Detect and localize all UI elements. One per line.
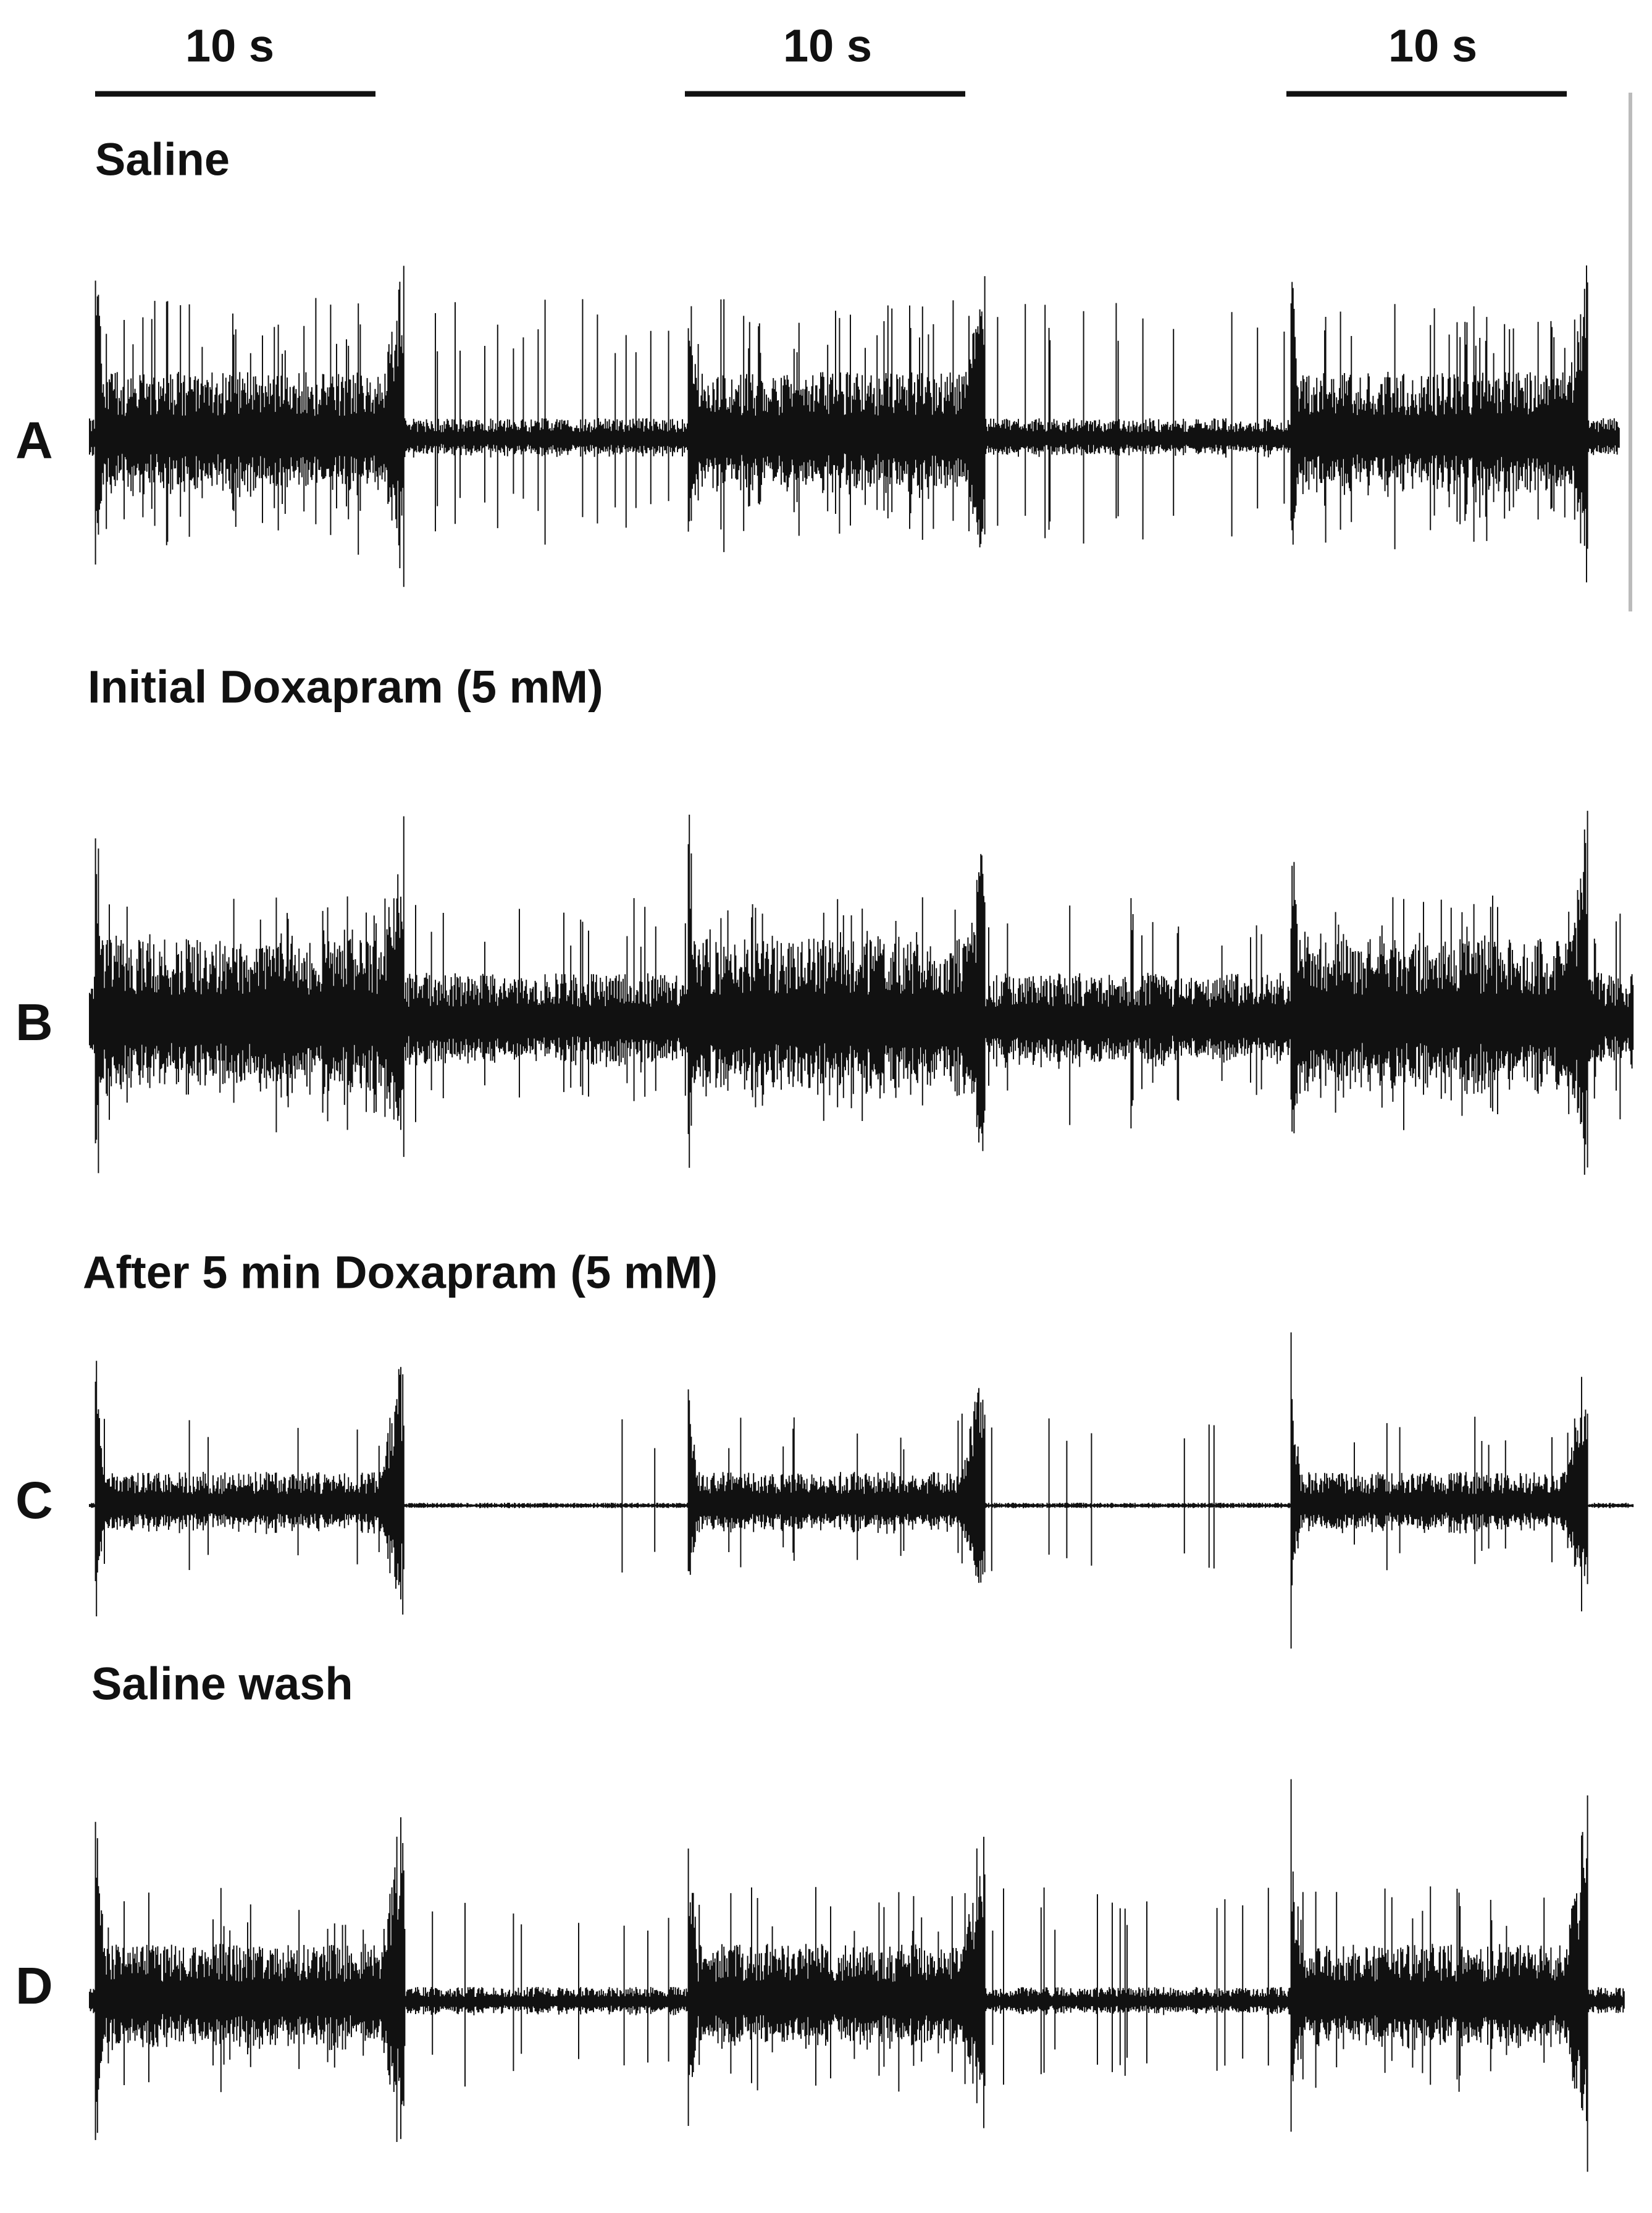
panel-label: C: [15, 1471, 53, 1529]
panel-title: Saline: [95, 134, 230, 185]
panel-title: Saline wash: [91, 1658, 353, 1710]
trace: [89, 1779, 1625, 2172]
traces: [89, 265, 1634, 2172]
scale-label: 10 s: [185, 20, 274, 72]
panel-title: After 5 min Doxapram (5 mM): [83, 1247, 718, 1298]
trace: [89, 1332, 1634, 1649]
panel-title: Initial Doxapram (5 mM): [88, 661, 603, 713]
panel-label: A: [15, 411, 53, 469]
trace: [89, 265, 1620, 587]
panel-label: D: [15, 1957, 53, 2015]
scale-label: 10 s: [1388, 20, 1477, 72]
trace: [89, 810, 1634, 1175]
panel-label: B: [15, 993, 53, 1051]
scale-label: 10 s: [783, 20, 872, 72]
